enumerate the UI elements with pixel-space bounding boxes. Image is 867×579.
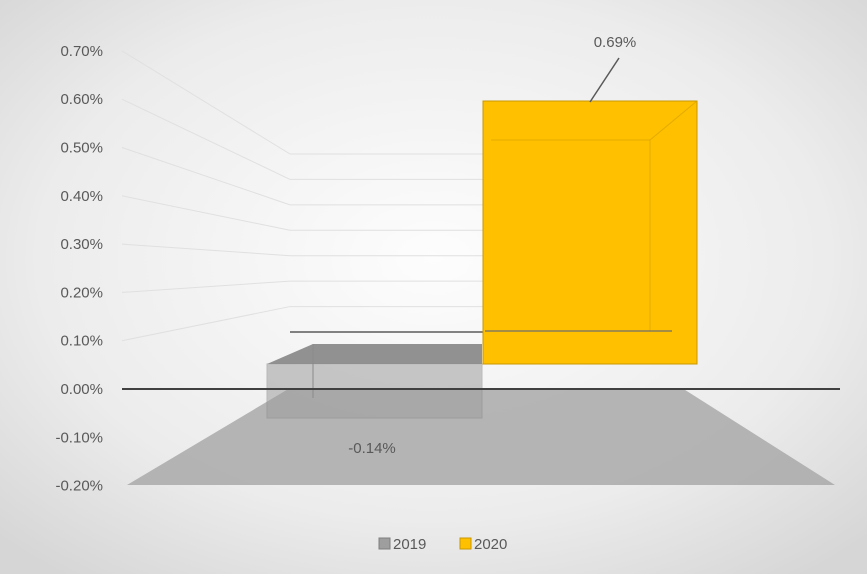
legend-label-2019: 2019 (393, 536, 426, 553)
gridline (121, 195, 291, 231)
bar-2020-front (482, 100, 698, 365)
gridline (121, 306, 291, 342)
gridline (121, 280, 291, 293)
data-label-leader (589, 57, 620, 103)
gridline (121, 243, 291, 257)
y-tick-label: 0.10% (60, 333, 103, 350)
y-tick-label: 0.30% (60, 236, 103, 253)
gridline (121, 50, 291, 155)
data-label-2020: 0.69% (594, 34, 637, 51)
y-tick-label: 0.40% (60, 188, 103, 205)
legend-swatch-2020 (459, 537, 472, 550)
y-tick-label: 0.00% (60, 381, 103, 398)
bar-2019 (266, 344, 483, 419)
y-tick-label: 0.70% (60, 43, 103, 60)
data-label-2019: -0.14% (348, 440, 396, 457)
y-tick-label: -0.10% (55, 429, 103, 446)
y-tick-label: 0.20% (60, 284, 103, 301)
bar-2020 (482, 100, 698, 365)
gridline (121, 98, 291, 180)
legend: 2019 2020 (378, 536, 507, 553)
y-tick-label: 0.60% (60, 91, 103, 108)
legend-label-2020: 2020 (474, 536, 507, 553)
y-tick-label: 0.50% (60, 140, 103, 157)
legend-swatch-2019 (378, 537, 391, 550)
gridline (121, 147, 291, 206)
bar-2019-front (266, 363, 483, 419)
y-tick-label: -0.20% (55, 478, 103, 495)
bar-2019-top (267, 344, 482, 364)
